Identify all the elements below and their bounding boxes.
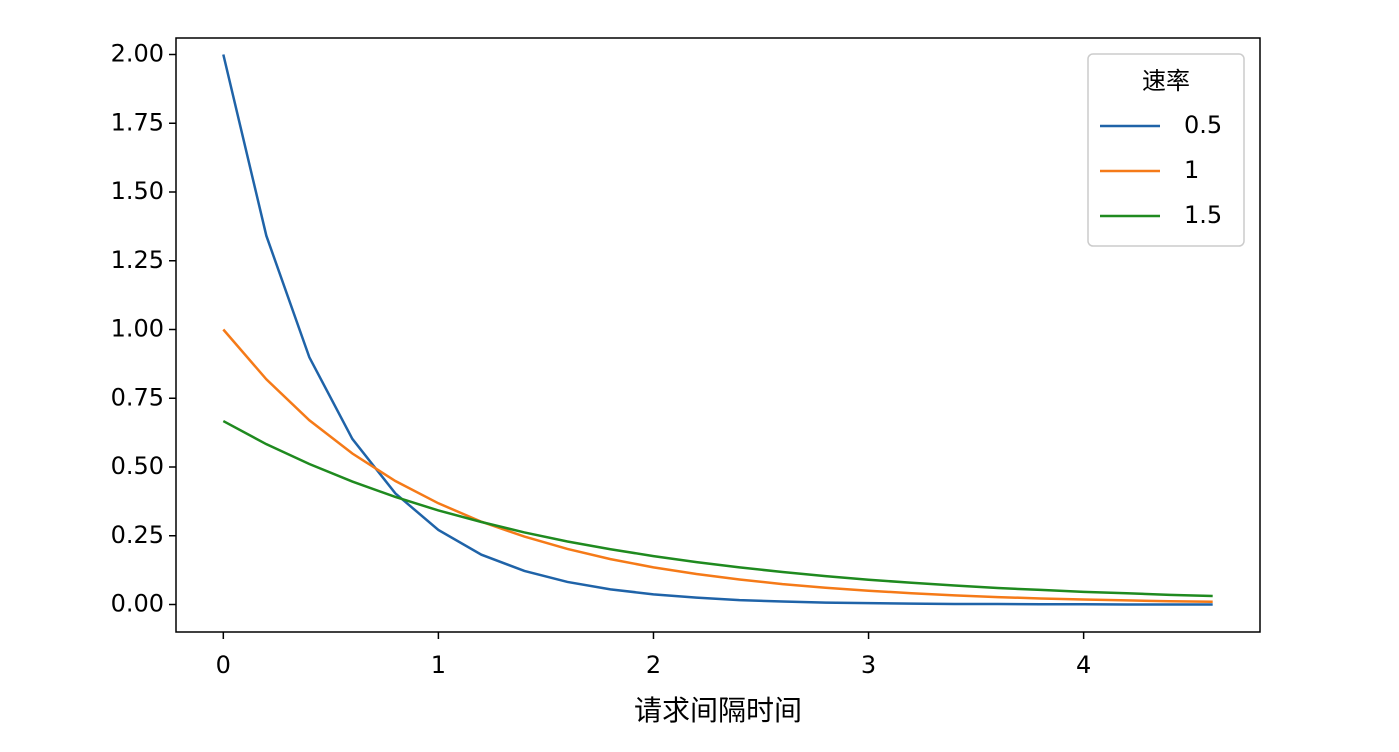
y-tick-label: 1.50 (111, 177, 164, 205)
y-tick-label: 0.50 (111, 452, 164, 480)
x-tick-label: 2 (646, 651, 661, 679)
y-tick-label: 0.75 (111, 383, 164, 411)
y-tick-label: 1.75 (111, 108, 164, 136)
line-series (222, 54, 1213, 606)
y-tick-label: 1.25 (111, 246, 164, 274)
x-tick-label: 4 (1076, 651, 1091, 679)
legend-title: 速率 (1142, 67, 1190, 95)
legend-label: 1 (1184, 156, 1199, 184)
y-tick-label: 0.00 (111, 590, 164, 618)
y-tick-label: 2.00 (111, 40, 164, 68)
legend-label: 0.5 (1184, 111, 1222, 139)
legend-box (1087, 53, 1245, 247)
x-tick-label: 1 (431, 651, 446, 679)
line-series (222, 419, 1213, 598)
legend-label: 1.5 (1184, 201, 1222, 229)
plot-frame (175, 37, 1261, 633)
line-series (222, 328, 1213, 603)
y-tick-label: 1.00 (111, 315, 164, 343)
y-tick-label: 0.25 (111, 521, 164, 549)
x-tick-label: 0 (216, 651, 231, 679)
x-tick-label: 3 (861, 651, 876, 679)
x-axis-label: 请求间隔时间 (634, 694, 802, 727)
